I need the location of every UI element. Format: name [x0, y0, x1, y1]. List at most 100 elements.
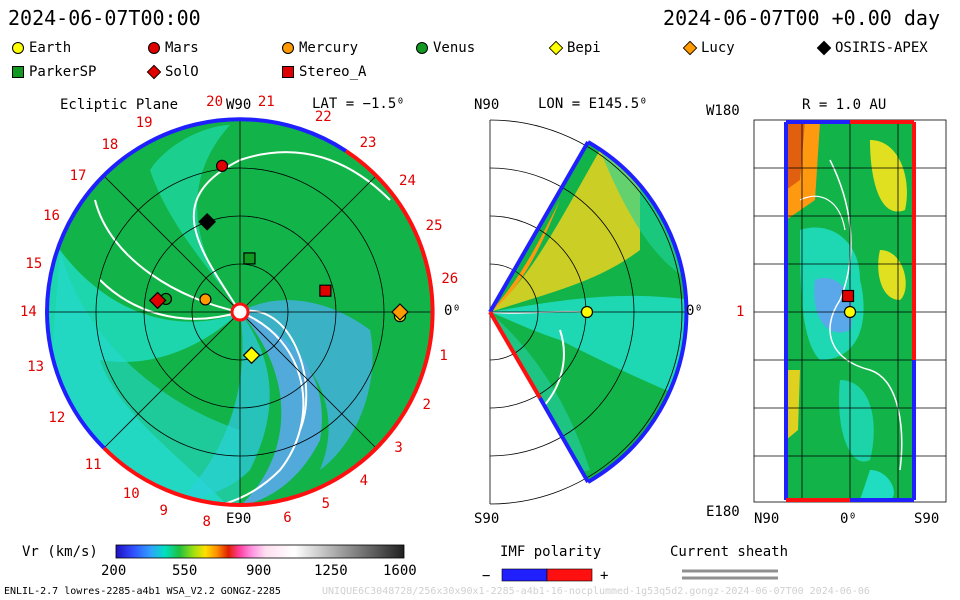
date-left: 2024-06-07T00:00 — [8, 6, 201, 30]
radial-x-label-2: S90 — [914, 511, 940, 527]
carrington-label: 25 — [425, 217, 443, 234]
meridional-lon-label: LON = E145.5⁰ — [538, 96, 648, 112]
meridional-bottom-label: S90 — [474, 511, 500, 527]
marker-mars — [215, 159, 229, 172]
carrington-label: 15 — [25, 256, 43, 273]
legend-item-mercury: Mercury — [282, 40, 358, 56]
legend-item-solo: SolO — [146, 64, 199, 80]
radial-x-label-0: N90 — [754, 511, 780, 527]
legend-item-osiris-apex: OSIRIS-APEX — [816, 40, 928, 56]
legend-item-stereo-a: Stereo_A — [282, 64, 366, 80]
sheath-label: Current sheath — [670, 544, 789, 560]
colorbar — [115, 544, 405, 559]
radial-top-label: W180 — [706, 103, 740, 119]
legend-item-mars: Mars — [148, 40, 199, 56]
legend-item-parkersp: ParkerSP — [12, 64, 96, 80]
ecliptic-title: Ecliptic Plane — [60, 97, 179, 113]
legend-item-venus: Venus — [416, 40, 475, 56]
legend-item-lucy: Lucy — [682, 40, 735, 56]
marker-stereo-a — [319, 284, 332, 297]
legend-label: Venus — [433, 40, 476, 56]
marker-mercury — [199, 293, 212, 306]
radial-bottom-label: E180 — [706, 504, 740, 520]
marker-earth-latlon — [843, 305, 857, 319]
ecliptic-right-label: 0⁰ — [444, 303, 461, 319]
square-marker-icon — [12, 66, 24, 78]
imf-plus: + — [600, 568, 609, 584]
marker-parkersp — [243, 252, 256, 265]
footer-left: ENLIL-2.7 lowres-2285-a4b1 WSA_V2.2 GONG… — [4, 586, 281, 597]
legend-label: Mars — [165, 40, 199, 56]
carrington-label: 20 — [206, 93, 224, 110]
legend-label: Mercury — [299, 40, 359, 56]
carrington-label: 24 — [399, 173, 416, 190]
ecliptic-lat-label: LAT = −1.5⁰ — [312, 96, 405, 112]
carrington-label: 5 — [321, 496, 331, 513]
meridional-top-label: N90 — [474, 97, 500, 113]
carrington-label: 23 — [359, 134, 377, 151]
carrington-label: 18 — [101, 136, 119, 153]
carrington-label: 13 — [27, 358, 45, 375]
colorbar-tick-900: 900 — [246, 563, 272, 579]
carrington-label: 26 — [441, 270, 459, 287]
carrington-label: 16 — [43, 207, 60, 224]
legend-item-earth: Earth — [12, 40, 71, 56]
carrington-label: 9 — [159, 503, 168, 520]
marker-stereo-a-latlon — [841, 289, 855, 303]
date-right: 2024-06-07T00 +0.00 day — [663, 6, 940, 30]
legend-item-bepi: Bepi — [548, 40, 601, 56]
radial-mid-label: 1 — [736, 304, 745, 320]
footer-right: UNIQUE6C3048728/256x30x90x1-2285-a4b1-16… — [322, 586, 870, 597]
marker-lucy — [391, 303, 409, 321]
square-marker-icon — [282, 66, 294, 78]
carrington-label: 19 — [135, 115, 153, 132]
imf-positive-swatch — [546, 568, 593, 582]
carrington-label: 14 — [20, 304, 37, 320]
carrington-label: 1 — [439, 348, 448, 365]
carrington-label: 6 — [283, 509, 292, 526]
colorbar-label: Vr (km/s) — [22, 544, 98, 560]
colorbar-tick-550: 550 — [172, 563, 198, 579]
legend-label: ParkerSP — [29, 64, 97, 80]
carrington-label: 2 — [422, 396, 431, 413]
legend-label: SolO — [165, 64, 199, 80]
current-sheath-swatch — [682, 569, 778, 580]
legend-label: Stereo_A — [299, 64, 367, 80]
imf-label: IMF polarity — [500, 544, 602, 560]
circle-marker-icon — [12, 42, 24, 54]
ecliptic-disk — [45, 117, 435, 507]
radial-r-label: R = 1.0 AU — [802, 97, 887, 113]
carrington-label: 11 — [84, 456, 102, 473]
radial-x-label-1: 0⁰ — [840, 511, 857, 527]
imf-minus: − — [482, 568, 491, 584]
carrington-label: 21 — [257, 93, 275, 110]
colorbar-tick-200: 200 — [101, 563, 127, 579]
carrington-label: 8 — [202, 513, 211, 530]
carrington-label: 22 — [314, 108, 332, 125]
colorbar-tick-1250: 1250 — [314, 563, 348, 579]
meridional-right-label: 0⁰ — [686, 303, 703, 319]
carrington-label: 12 — [48, 410, 66, 426]
marker-bepi — [242, 346, 261, 365]
circle-marker-icon — [148, 42, 160, 54]
carrington-label: 4 — [359, 473, 369, 490]
carrington-label: 3 — [394, 440, 403, 457]
imf-negative-swatch — [501, 568, 548, 582]
circle-marker-icon — [282, 42, 294, 54]
marker-earth-meridional — [580, 305, 594, 319]
ecliptic-bottom-label: E90 — [226, 511, 252, 527]
legend-label: Earth — [29, 40, 72, 56]
object-markers — [148, 159, 857, 365]
circle-marker-icon — [416, 42, 428, 54]
marker-osiris-apex — [198, 212, 217, 231]
carrington-label: 17 — [69, 167, 87, 184]
legend-label: Lucy — [701, 40, 735, 56]
marker-solo — [148, 291, 167, 310]
legend-label: Bepi — [567, 40, 601, 56]
legend-label: OSIRIS-APEX — [835, 40, 928, 56]
colorbar-tick-1600: 1600 — [383, 563, 417, 579]
ecliptic-top-label: W90 — [226, 97, 252, 113]
carrington-label: 10 — [122, 485, 140, 502]
